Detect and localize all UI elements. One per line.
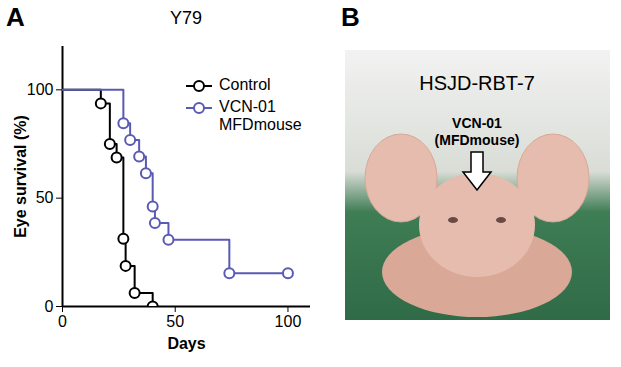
svg-text:50: 50 — [36, 189, 54, 206]
svg-text:HSJD-RBT-7: HSJD-RBT-7 — [419, 72, 535, 94]
svg-text:Eye survival (%): Eye survival (%) — [12, 115, 29, 238]
svg-text:0: 0 — [58, 313, 67, 330]
html-text:Control: Control — [219, 76, 271, 93]
html-text:VCN-01 MFDmouse: VCN-01 MFDmouse — [219, 98, 302, 133]
svg-text:0: 0 — [45, 298, 54, 315]
svg-text:50: 50 — [166, 313, 184, 330]
svg-text:100: 100 — [27, 81, 54, 98]
svg-text:VCN-01(MFDmouse): VCN-01(MFDmouse) — [435, 115, 520, 148]
svg-text:B: B — [341, 2, 360, 32]
svg-text:100: 100 — [275, 313, 302, 330]
svg-text:Days: Days — [167, 335, 205, 352]
html-text:Y79: Y79 — [170, 8, 202, 28]
html-text:A: A — [6, 2, 25, 32]
